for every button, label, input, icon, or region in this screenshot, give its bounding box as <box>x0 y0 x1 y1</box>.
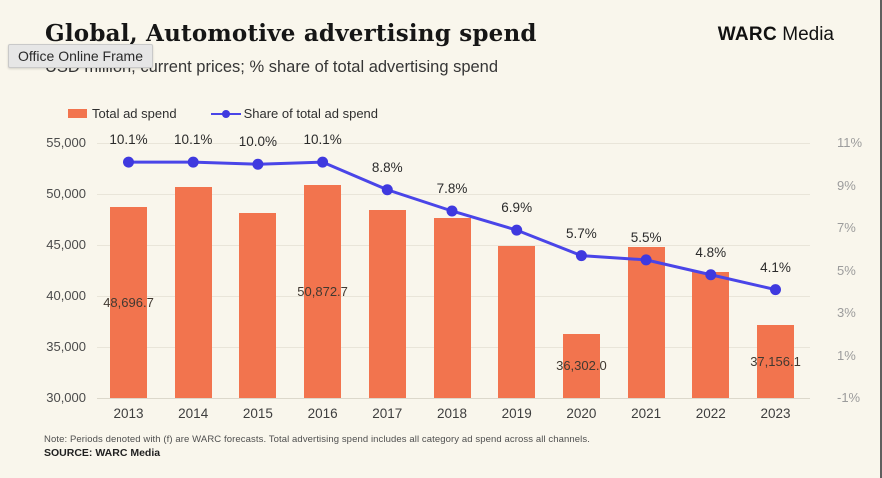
share-point-label-2015: 10.0% <box>238 134 278 150</box>
line-marker-2021[interactable] <box>640 254 652 266</box>
footnote: Note: Periods denoted with (f) are WARC … <box>44 434 590 445</box>
left-axis-tick: 50,000 <box>46 186 86 201</box>
share-point-label-2016: 10.1% <box>303 132 342 148</box>
line-marker-2017[interactable] <box>381 184 393 196</box>
left-axis-tick: 35,000 <box>46 339 86 354</box>
line-marker-2018[interactable] <box>446 205 458 217</box>
line-series-swatch-icon <box>210 109 241 119</box>
line-marker-2023[interactable] <box>770 284 781 296</box>
bar-2023[interactable] <box>757 325 794 398</box>
chart-legend: Total ad spend Share of total ad spend <box>68 106 378 121</box>
bar-2019[interactable] <box>498 246 536 398</box>
share-point-label-2017: 8.8% <box>371 159 403 175</box>
gridline <box>97 397 810 399</box>
bar-2022[interactable] <box>692 272 730 398</box>
left-axis-tick: 55,000 <box>46 135 86 150</box>
bar-value-label-2023: 37,156.1 <box>750 353 801 369</box>
hover-tooltip: Office Online Frame <box>8 44 154 68</box>
x-axis-label-2018: 2018 <box>436 406 468 421</box>
source-line: SOURCE: WARC Media <box>44 447 161 459</box>
right-axis-tick: 1% <box>837 347 856 363</box>
bar-2021[interactable] <box>627 247 665 398</box>
bar-2017[interactable] <box>368 210 406 398</box>
share-point-label-2022: 4.8% <box>695 244 727 260</box>
x-axis-label-2016: 2016 <box>307 406 338 421</box>
chart-title: Global, Automotive advertising spend <box>45 20 537 47</box>
line-marker-2019[interactable] <box>511 224 523 236</box>
bar-2014[interactable] <box>174 186 212 398</box>
right-axis-tick: 9% <box>837 177 856 193</box>
bar-2018[interactable] <box>433 217 471 398</box>
line-marker-2022[interactable] <box>705 269 717 281</box>
tooltip-text: Office Online Frame <box>18 48 144 64</box>
share-point-label-2014: 10.1% <box>174 132 213 148</box>
left-axis-tick: 30,000 <box>46 390 86 405</box>
bar-series-swatch-icon <box>68 109 87 118</box>
line-marker-2016[interactable] <box>317 156 329 168</box>
left-axis-tick: 45,000 <box>46 237 86 252</box>
legend-label: Total ad spend <box>92 106 177 121</box>
x-axis-label-2021: 2021 <box>631 406 662 421</box>
right-axis-tick: 5% <box>837 262 856 278</box>
left-axis-tick: 40,000 <box>46 288 86 303</box>
right-axis-tick: 7% <box>837 220 856 235</box>
x-axis-label-2015: 2015 <box>242 406 273 421</box>
line-marker-2020[interactable] <box>575 250 587 262</box>
legend-item-share-of-total-ad-spend[interactable]: Share of total ad spend <box>210 106 379 121</box>
bar-value-label-2016: 50,872.7 <box>297 283 348 299</box>
legend-item-total-ad-spend[interactable]: Total ad spend <box>68 106 177 121</box>
line-marker-2013[interactable] <box>123 156 134 168</box>
share-point-label-2018: 7.8% <box>436 181 468 196</box>
gridline <box>97 193 810 195</box>
bar-value-label-2013: 48,696.7 <box>103 294 154 310</box>
bar-value-label-2020: 36,302.0 <box>556 357 607 373</box>
x-axis-label-2013: 2013 <box>113 406 144 421</box>
warc-media-logo: WARC Media <box>718 24 834 46</box>
bar-2013[interactable] <box>110 207 147 398</box>
share-point-label-2020: 5.7% <box>566 225 597 241</box>
right-axis-tick: -1% <box>837 390 861 405</box>
share-point-label-2021: 5.5% <box>630 229 662 245</box>
bar-2020[interactable] <box>562 333 600 398</box>
bar-2016[interactable] <box>304 185 342 398</box>
window-edge-divider <box>880 0 882 478</box>
x-axis-label-2019: 2019 <box>501 406 532 421</box>
chart-subtitle: USD million, current prices; % share of … <box>45 58 499 76</box>
right-axis-tick: 3% <box>837 305 856 320</box>
share-point-label-2023: 4.1% <box>760 259 791 275</box>
share-point-label-2013: 10.1% <box>109 132 148 148</box>
x-axis-label-2023: 2023 <box>760 406 791 421</box>
line-marker-2014[interactable] <box>187 156 199 168</box>
line-marker-2015[interactable] <box>252 158 264 170</box>
brand-media: Media <box>782 24 834 45</box>
gridline <box>97 142 810 144</box>
share-point-label-2019: 6.9% <box>501 200 533 216</box>
brand-warc: WARC <box>717 24 777 45</box>
x-axis-label-2022: 2022 <box>695 406 726 421</box>
x-axis-label-2014: 2014 <box>178 406 209 421</box>
bar-2015[interactable] <box>239 212 277 398</box>
x-axis-label-2017: 2017 <box>372 406 403 421</box>
right-axis-tick: 11% <box>837 135 863 150</box>
x-axis-label-2020: 2020 <box>566 406 597 421</box>
legend-label: Share of total ad spend <box>243 106 379 121</box>
